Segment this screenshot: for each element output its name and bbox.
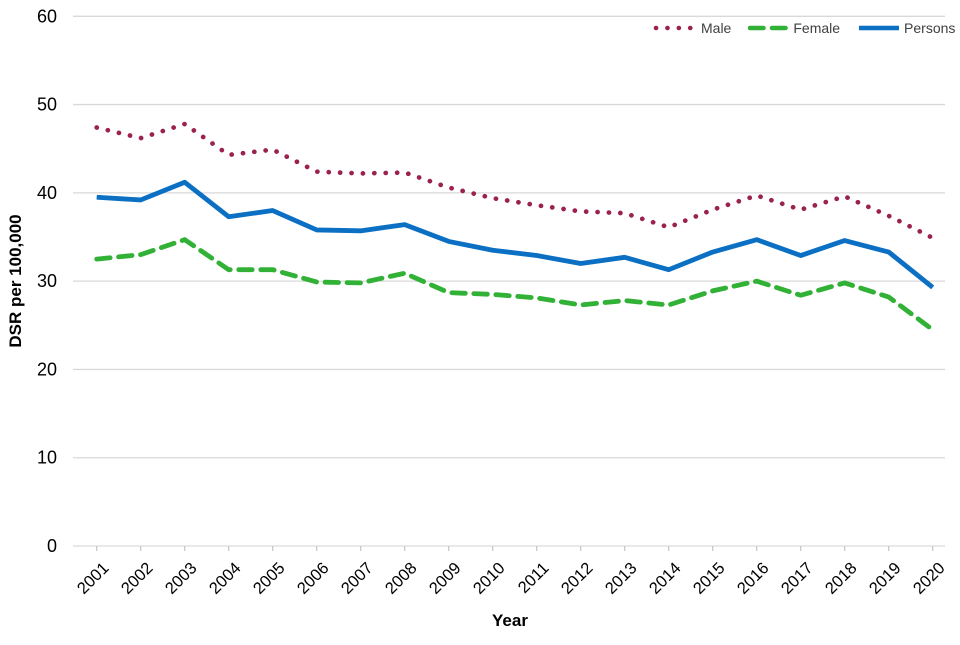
female-dashed-line-sample-icon: [748, 25, 791, 31]
male-dotted-line-sample-icon: [653, 25, 697, 31]
legend-label-persons: Persons: [904, 20, 956, 36]
x-tick-label: 2020: [910, 559, 949, 598]
series-line-male: [94, 121, 936, 241]
legend: Male Female Persons: [652, 21, 955, 35]
persons-solid-line-sample-icon: [859, 25, 900, 31]
legend-item-male: Male: [652, 21, 731, 35]
series-group: [94, 121, 936, 333]
y-tick-label: 30: [37, 271, 57, 291]
legend-label-male: Male: [701, 20, 732, 36]
x-tick-label: 2010: [470, 559, 509, 598]
x-tick-label: 2009: [426, 559, 465, 598]
legend-item-female: Female: [748, 21, 840, 35]
y-tick-label: 0: [47, 536, 57, 556]
y-tick-label: 20: [37, 359, 57, 379]
x-tick-label: 2017: [778, 559, 817, 598]
y-tick-label: 60: [37, 6, 57, 26]
x-axis-group: 2001 2002 2003 2004 2005 2006 2007 2008 2009 2010…: [74, 546, 949, 598]
legend-label-female: Female: [793, 20, 841, 36]
x-tick-label: 2018: [822, 559, 861, 598]
x-tick-label: 2015: [690, 559, 729, 598]
y-axis-group: 0 10 20 30 40 50 60: [37, 6, 57, 556]
x-tick-label: 2002: [118, 559, 157, 598]
x-tick-label: 2019: [866, 559, 905, 598]
legend-item-persons: Persons: [857, 21, 955, 35]
x-tick-label: 2007: [338, 559, 377, 598]
x-tick-label: 2001: [74, 559, 113, 598]
y-axis-title: DSR per 100,000: [6, 214, 25, 347]
gridlines-group: [73, 15, 945, 547]
y-tick-label: 10: [37, 448, 57, 468]
x-tick-label: 2005: [250, 559, 289, 598]
x-axis-title: Year: [492, 611, 528, 630]
x-tick-label: 2011: [515, 559, 553, 597]
x-tick-label: 2004: [206, 559, 245, 598]
y-tick-label: 50: [37, 95, 57, 115]
x-tick-label: 2016: [734, 559, 773, 598]
y-tick-label: 40: [37, 183, 57, 203]
x-tick-label: 2008: [382, 559, 421, 598]
x-tick-label: 2013: [602, 559, 641, 598]
x-tick-label: 2006: [294, 559, 333, 598]
x-tick-label: 2003: [162, 559, 201, 598]
series-line-persons: [96, 179, 935, 290]
x-tick-label: 2014: [646, 559, 685, 598]
x-tick-label: 2012: [558, 559, 597, 598]
